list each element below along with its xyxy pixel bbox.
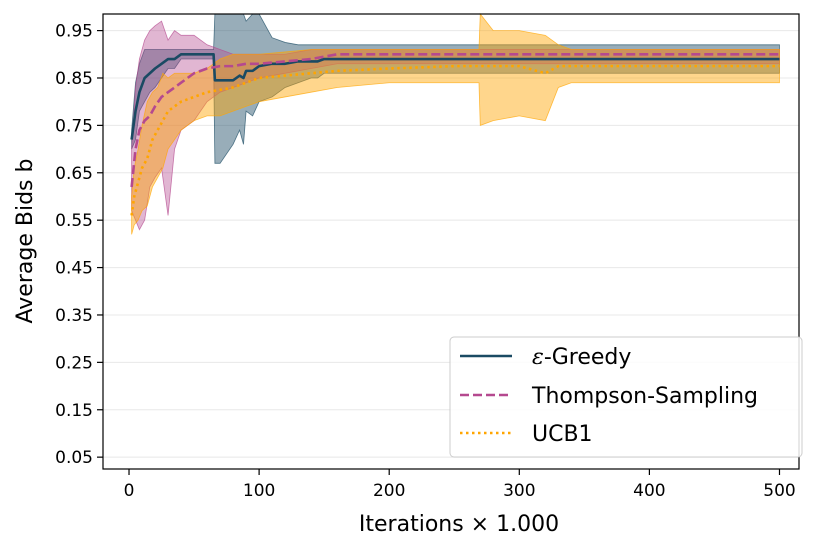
x-tick-label: 100 [243, 481, 275, 501]
y-axis-label: Average Bids b [13, 159, 38, 324]
axis-ticks: 0.05 0.15 0.25 0.35 0.45 0.55 0.65 0.75 0.85 0.95… [55, 22, 796, 501]
band-ucb1 [131, 12, 780, 235]
x-axis-label: Iterations × 1.000 [359, 512, 559, 537]
legend: ε-Greedy Thompson-Sampling UCB1 [449, 336, 803, 458]
y-tick-label: 0.65 [55, 164, 93, 184]
confidence-bands [131, 12, 780, 235]
y-tick-label: 0.05 [55, 448, 93, 468]
y-tick-label: 0.55 [55, 211, 93, 231]
series-lines [130, 52, 780, 216]
y-tick-label: 0.75 [55, 116, 93, 136]
x-tick-label: 0 [124, 481, 135, 501]
line-thompson-sampling [130, 52, 780, 188]
y-tick-label: 0.95 [55, 22, 93, 42]
line-epsilon-greedy [130, 52, 780, 140]
legend-label-epsilon-greedy-text: -Greedy [544, 345, 632, 370]
y-tick-label: 0.25 [55, 353, 93, 373]
line-ucb1 [130, 64, 780, 216]
x-tick-label: 500 [763, 481, 795, 501]
plot-frame [102, 13, 800, 470]
y-tick-label: 0.35 [55, 306, 93, 326]
x-tick-label: 300 [503, 481, 535, 501]
grid [103, 30, 799, 458]
x-tick-label: 400 [633, 481, 665, 501]
y-tick-label: 0.85 [55, 69, 93, 89]
legend-box [449, 336, 803, 458]
legend-label-epsilon-greedy: ε-Greedy [532, 345, 631, 370]
legend-label-ucb1: UCB1 [532, 422, 593, 447]
x-tick-label: 200 [373, 481, 405, 501]
y-tick-label: 0.45 [55, 259, 93, 279]
legend-label-thompson-sampling: Thompson-Sampling [531, 384, 758, 409]
y-tick-label: 0.15 [55, 401, 93, 421]
